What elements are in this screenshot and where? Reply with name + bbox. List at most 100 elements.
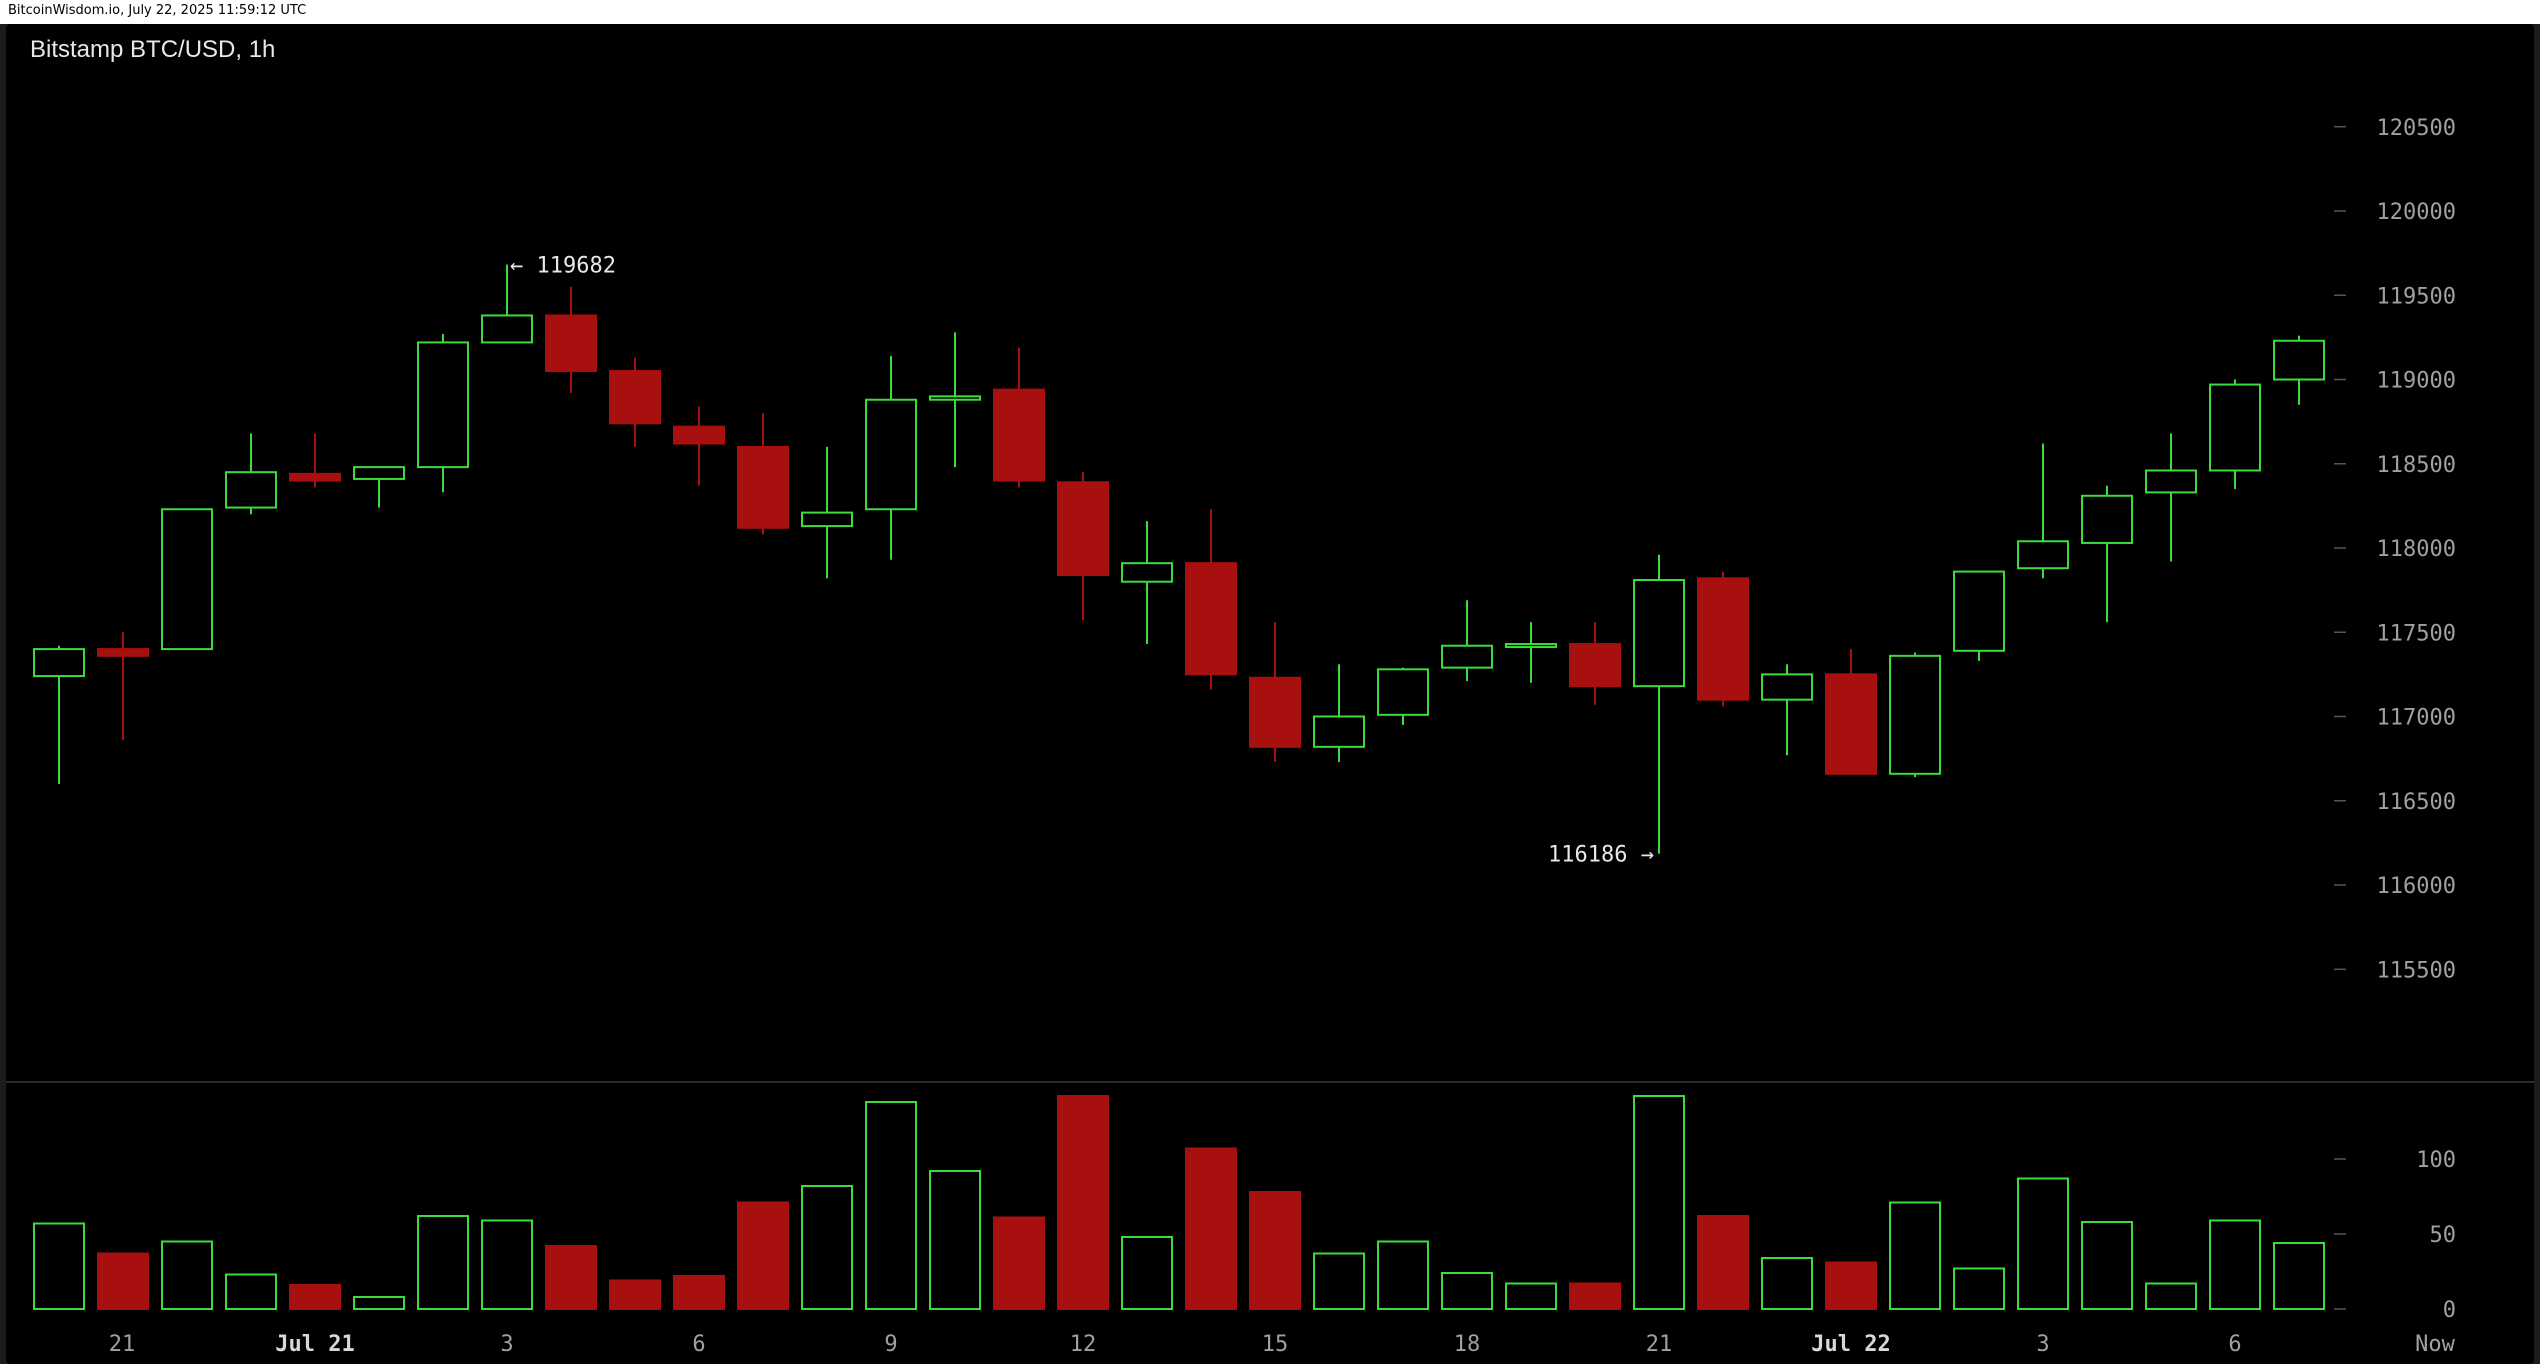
x-tick-label: 3 bbox=[2036, 1332, 2049, 1357]
candle-body bbox=[2273, 339, 2325, 381]
volume-bar bbox=[737, 1201, 789, 1310]
candle-body bbox=[417, 341, 469, 469]
x-tick-label: 6 bbox=[692, 1332, 705, 1357]
price-tick-label: 116000 bbox=[2377, 874, 2456, 899]
volume-bar bbox=[1441, 1272, 1493, 1310]
price-tick-label: 117500 bbox=[2377, 621, 2456, 646]
candle bbox=[673, 406, 725, 486]
volume-tick-label: 50 bbox=[2430, 1223, 2457, 1248]
volume-bar bbox=[2081, 1221, 2133, 1310]
price-tick-label: 120500 bbox=[2377, 116, 2456, 141]
price-tick-label: 115500 bbox=[2377, 958, 2456, 983]
candle-body bbox=[481, 314, 533, 344]
candle bbox=[1825, 649, 1877, 775]
price-tick-label: 116500 bbox=[2377, 790, 2456, 815]
x-tick-label: 21 bbox=[109, 1332, 136, 1357]
candle-body bbox=[1953, 570, 2005, 652]
volume-bar bbox=[417, 1215, 469, 1310]
candle-body bbox=[1505, 643, 1557, 649]
chart-title: Bitstamp BTC/USD, 1h bbox=[30, 36, 276, 63]
candle bbox=[545, 286, 597, 393]
x-tick-label: 18 bbox=[1454, 1332, 1481, 1357]
candle-body bbox=[929, 395, 981, 401]
candle bbox=[1313, 664, 1365, 762]
candle-body bbox=[2209, 383, 2261, 472]
candle-body bbox=[289, 472, 341, 482]
volume-bar bbox=[33, 1222, 85, 1310]
price-tick-label: 117000 bbox=[2377, 706, 2456, 731]
price-tick-label: 118500 bbox=[2377, 453, 2456, 478]
volume-bar bbox=[1185, 1147, 1237, 1310]
candle-body bbox=[1057, 481, 1109, 576]
candle bbox=[1569, 622, 1621, 705]
candle-body bbox=[225, 471, 277, 509]
x-tick-label: 9 bbox=[884, 1332, 897, 1357]
volume-bar bbox=[1633, 1095, 1685, 1310]
low-annotation: 116186 → bbox=[1548, 843, 1654, 868]
volume-bar bbox=[97, 1252, 149, 1310]
candle bbox=[33, 645, 85, 784]
candle bbox=[929, 332, 981, 468]
volume-bar bbox=[865, 1101, 917, 1310]
candle-body bbox=[545, 314, 597, 373]
volume-bar bbox=[161, 1240, 213, 1310]
volume-bar bbox=[289, 1284, 341, 1310]
candle bbox=[1889, 652, 1941, 778]
candle-body bbox=[1761, 673, 1813, 701]
x-tick-label: 12 bbox=[1070, 1332, 1097, 1357]
candle bbox=[801, 446, 853, 579]
candle-body bbox=[1441, 644, 1493, 669]
volume-bar bbox=[225, 1273, 277, 1310]
candle bbox=[609, 357, 661, 447]
volume-bar bbox=[801, 1185, 853, 1310]
x-tick-label: 3 bbox=[500, 1332, 513, 1357]
candle bbox=[1441, 600, 1493, 682]
volume-bar bbox=[1953, 1267, 2005, 1310]
candle bbox=[417, 334, 469, 493]
candle bbox=[289, 433, 341, 488]
candle bbox=[353, 466, 405, 508]
source-bar: BitcoinWisdom.io, July 22, 2025 11:59:12… bbox=[0, 0, 2540, 24]
candle bbox=[1249, 622, 1301, 762]
candle-body bbox=[1121, 562, 1173, 583]
candle-body bbox=[865, 398, 917, 511]
volume-bar bbox=[1249, 1191, 1301, 1310]
volume-bar bbox=[1761, 1257, 1813, 1310]
volume-bar bbox=[2145, 1282, 2197, 1310]
candle-body bbox=[1889, 654, 1941, 775]
candle bbox=[161, 508, 213, 651]
candle-body bbox=[353, 466, 405, 480]
candle-body bbox=[1697, 577, 1749, 701]
volume-bar bbox=[1505, 1282, 1557, 1310]
volume-bar bbox=[1313, 1252, 1365, 1310]
volume-bar bbox=[1697, 1215, 1749, 1310]
candle bbox=[1185, 509, 1237, 690]
candle bbox=[1633, 554, 1685, 854]
candle bbox=[993, 347, 1045, 488]
candle-body bbox=[2145, 469, 2197, 494]
price-tick-label: 118000 bbox=[2377, 537, 2456, 562]
x-tick-label: 6 bbox=[2228, 1332, 2241, 1357]
volume-bar bbox=[1569, 1282, 1621, 1310]
candle-body bbox=[993, 388, 1045, 482]
candle-body bbox=[801, 511, 853, 528]
volume-bar bbox=[1377, 1240, 1429, 1310]
volume-bar bbox=[929, 1170, 981, 1310]
candle-body bbox=[161, 508, 213, 651]
candle-body bbox=[737, 445, 789, 529]
candle bbox=[1505, 622, 1557, 683]
volume-bar bbox=[545, 1245, 597, 1310]
volume-tick-label: 100 bbox=[2416, 1148, 2456, 1173]
volume-bar bbox=[481, 1219, 533, 1310]
volume-bar bbox=[1825, 1261, 1877, 1310]
volume-bar bbox=[1889, 1201, 1941, 1310]
candle-body bbox=[2017, 540, 2069, 570]
volume-bar bbox=[2273, 1242, 2325, 1310]
candle-body bbox=[1185, 562, 1237, 676]
volume-bar bbox=[353, 1296, 405, 1310]
candle bbox=[2209, 379, 2261, 490]
candle bbox=[1057, 472, 1109, 621]
volume-bar bbox=[993, 1216, 1045, 1310]
